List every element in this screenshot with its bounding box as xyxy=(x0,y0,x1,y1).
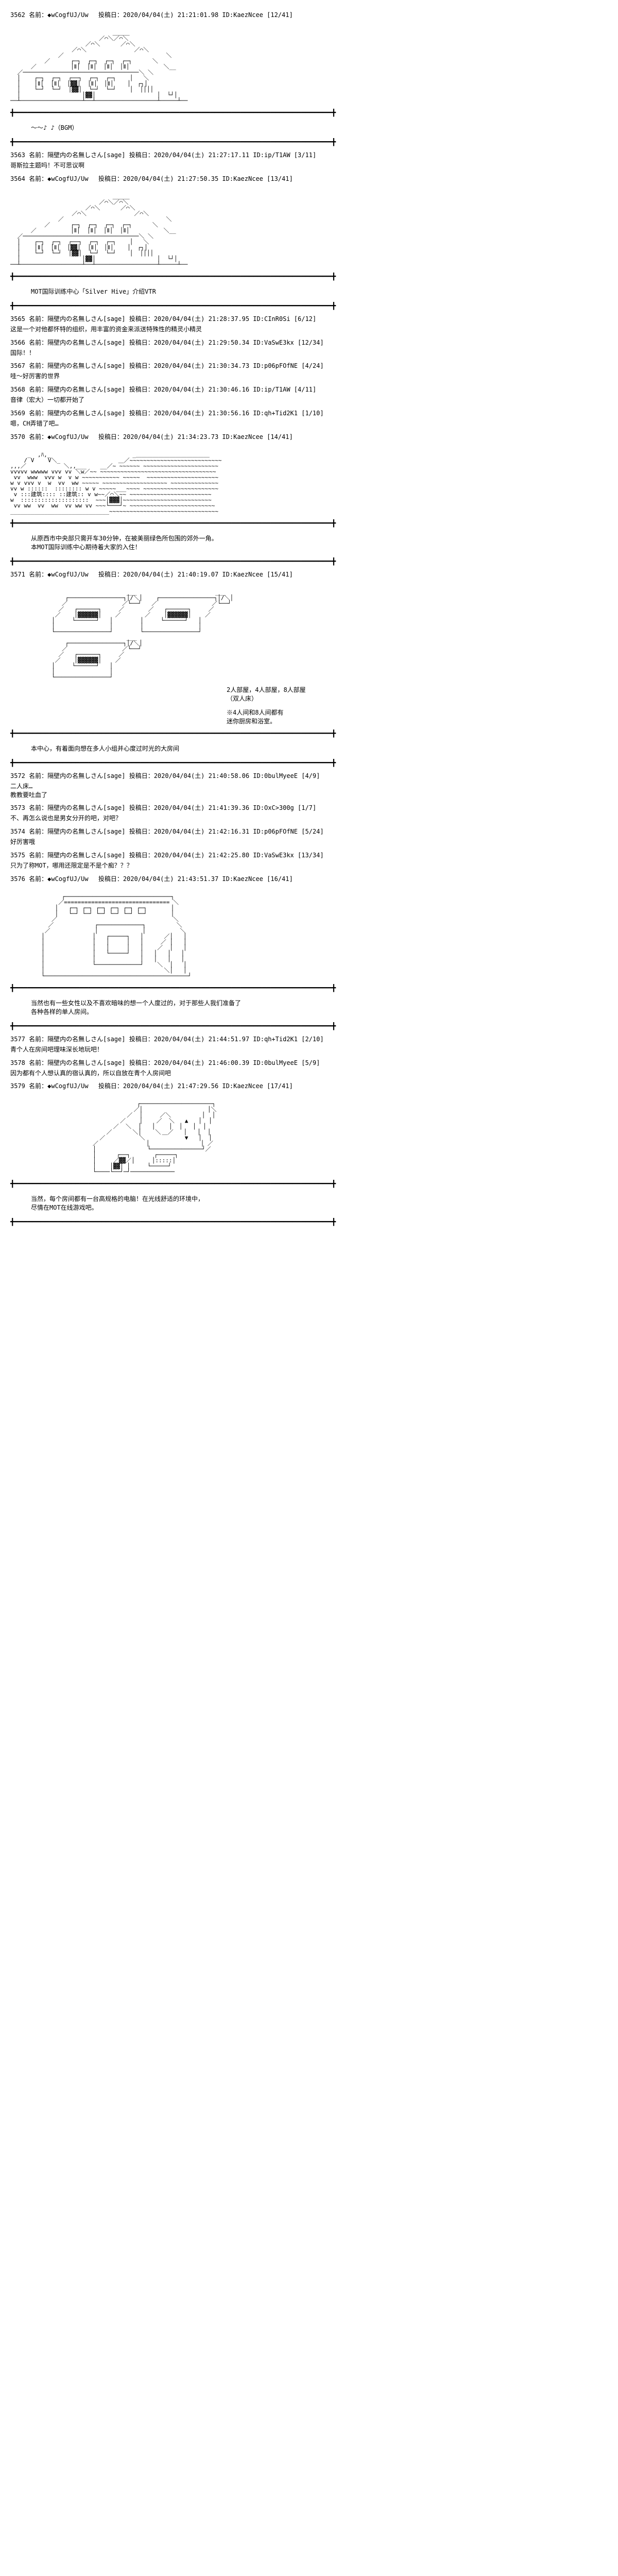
post-body: 哥斯拉主题吗！不可思议啊 xyxy=(10,161,608,170)
post-header: 3568 名前：隔壁内の名無しさん[sage] 投稿日：2020/04/04(土… xyxy=(10,385,608,394)
forum-post: 3577 名前：隔壁内の名無しさん[sage] 投稿日：2020/04/04(土… xyxy=(10,1035,608,1054)
post-header: 3571 名前：◆wCogfUJ/Uw 投稿日：2020/04/04(土) 21… xyxy=(10,570,608,579)
forum-post: 3563 名前：隔壁内の名無しさん[sage] 投稿日：2020/04/04(土… xyxy=(10,150,608,170)
post-header: 3565 名前：隔壁内の名無しさん[sage] 投稿日：2020/04/04(土… xyxy=(10,314,608,323)
post-header: 3578 名前：隔壁内の名無しさん[sage] 投稿日：2020/04/04(土… xyxy=(10,1058,608,1067)
post-header: 3566 名前：隔壁内の名無しさん[sage] 投稿日：2020/04/04(土… xyxy=(10,338,608,347)
post-header: 3570 名前：◆wCogfUJ/Uw 投稿日：2020/04/04(土) 21… xyxy=(10,432,608,441)
forum-post: 3575 名前：隔壁内の名無しさん[sage] 投稿日：2020/04/04(土… xyxy=(10,851,608,870)
post-header: 3579 名前：◆wCogfUJ/Uw 投稿日：2020/04/04(土) 21… xyxy=(10,1081,608,1090)
separator: ╋━━━━━━━━━━━━━━━━━━━━━━━━━━━━━━━━━━━━━━━… xyxy=(10,1022,608,1030)
forum-post: 3565 名前：隔壁内の名無しさん[sage] 投稿日：2020/04/04(土… xyxy=(10,314,608,334)
post-body: 好厉害哦 xyxy=(10,838,608,846)
forum-post: 3576 名前：◆wCogfUJ/Uw 投稿日：2020/04/04(土) 21… xyxy=(10,874,608,1030)
post-header: 3564 名前：◆wCogfUJ/Uw 投稿日：2020/04/04(土) 21… xyxy=(10,174,608,183)
forum-post: 3572 名前：隔壁内の名無しさん[sage] 投稿日：2020/04/04(土… xyxy=(10,771,608,800)
ascii-building-1: ＿＿＿ ／⌒＼／⌒＼ ／⌒＼ ／⌒＼ ／⌒＼ ／⌒＼ ／ ＼ ／ ┌─┐ ┌─┐… xyxy=(10,24,608,104)
post-header: 3563 名前：隔壁内の名無しさん[sage] 投稿日：2020/04/04(土… xyxy=(10,150,608,159)
forum-post: 3566 名前：隔壁内の名無しさん[sage] 投稿日：2020/04/04(土… xyxy=(10,338,608,358)
forum-post: 3562 名前：◆wCogfUJ/Uw 投稿日：2020/04/04(土) 21… xyxy=(10,10,608,146)
post-content: 当然，每个房间都有一台高规格的电脑！在光线舒适的环境中， 尽情在MOT在线游戏吧… xyxy=(31,1194,608,1212)
post-body: 只为了称MOT，哪用还限定是不是个痴？？？ xyxy=(10,861,608,870)
post-body: 青个人在房间吧理味深长地玩吧！ xyxy=(10,1045,608,1054)
separator: ╋━━━━━━━━━━━━━━━━━━━━━━━━━━━━━━━━━━━━━━━… xyxy=(10,984,608,992)
post-header: 3569 名前：隔壁内の名無しさん[sage] 投稿日：2020/04/04(土… xyxy=(10,409,608,417)
forum-post: 3578 名前：隔壁内の名無しさん[sage] 投稿日：2020/04/04(土… xyxy=(10,1058,608,1078)
ascii-singleroom: ┌───────────────────────────────┐ ／=====… xyxy=(41,888,608,979)
post-header: 3572 名前：隔壁内の名無しさん[sage] 投稿日：2020/04/04(土… xyxy=(10,771,608,780)
ascii-computer: ┌─────────────────────┐ ／│ │＼ ／ │ ／＼ │ │… xyxy=(93,1095,608,1175)
separator: ╋━━━━━━━━━━━━━━━━━━━━━━━━━━━━━━━━━━━━━━━… xyxy=(10,759,608,767)
post-header: 3574 名前：隔壁内の名無しさん[sage] 投稿日：2020/04/04(土… xyxy=(10,827,608,836)
post-body: 国际！！ xyxy=(10,349,608,358)
ascii-landscape: _ ,ﾊ,_ _＿＿＿＿＿＿＿＿＿＿＿＿＿ / V V＼_ ＿／~~~~~~~~… xyxy=(10,446,608,514)
post-content: 当然也有一些女性以及不喜欢暗味的想一个人度过的，对于那些人我们准备了 各种各样的… xyxy=(31,998,608,1016)
room-label-1: 2人部屋，4人部屋，8人部屋 （双人床） xyxy=(227,685,608,703)
forum-post: 3567 名前：隔壁内の名無しさん[sage] 投稿日：2020/04/04(土… xyxy=(10,361,608,381)
forum-post: 3564 名前：◆wCogfUJ/Uw 投稿日：2020/04/04(土) 21… xyxy=(10,174,608,310)
post-content: 从原西市中央部只需开车30分钟，在被美丽绿色所包围的郊外一角。 本MOT国际训练… xyxy=(31,534,608,551)
post-header: 3576 名前：◆wCogfUJ/Uw 投稿日：2020/04/04(土) 21… xyxy=(10,874,608,883)
separator: ╋━━━━━━━━━━━━━━━━━━━━━━━━━━━━━━━━━━━━━━━… xyxy=(10,730,608,738)
post-header: 3567 名前：隔壁内の名無しさん[sage] 投稿日：2020/04/04(土… xyxy=(10,361,608,370)
forum-post: 3568 名前：隔壁内の名無しさん[sage] 投稿日：2020/04/04(土… xyxy=(10,385,608,404)
separator: ╋━━━━━━━━━━━━━━━━━━━━━━━━━━━━━━━━━━━━━━━… xyxy=(10,1180,608,1188)
separator: ╋━━━━━━━━━━━━━━━━━━━━━━━━━━━━━━━━━━━━━━━… xyxy=(10,273,608,281)
separator: ╋━━━━━━━━━━━━━━━━━━━━━━━━━━━━━━━━━━━━━━━… xyxy=(10,302,608,310)
forum-post: 3573 名前：隔壁内の名無しさん[sage] 投稿日：2020/04/04(土… xyxy=(10,803,608,823)
forum-post: 3574 名前：隔壁内の名無しさん[sage] 投稿日：2020/04/04(土… xyxy=(10,827,608,846)
room-label-2: ※4人间和8人间都有 迷你厨房和浴室。 xyxy=(227,708,608,725)
post-body: 哇～好厉害的世界 xyxy=(10,372,608,381)
post-content: 本中心，有着面向想在多人小组并心度过时光的大房间 xyxy=(31,744,608,753)
ascii-building-2: ＿＿＿ ／⌒＼／⌒＼ ／⌒＼ ／⌒＼ ／⌒＼ ／⌒＼ ／ ＼ ／ ┌─┐ ┌─┐… xyxy=(10,188,608,267)
post-header: 3577 名前：隔壁内の名無しさん[sage] 投稿日：2020/04/04(土… xyxy=(10,1035,608,1043)
post-body: 这是一个对他都怀特的组织，用丰富的资金来派送特殊性的精灵小精灵 xyxy=(10,325,608,334)
post-header: 3562 名前：◆wCogfUJ/Uw 投稿日：2020/04/04(土) 21… xyxy=(10,10,608,19)
forum-post: 3569 名前：隔壁内の名無しさん[sage] 投稿日：2020/04/04(土… xyxy=(10,409,608,428)
separator: ╋━━━━━━━━━━━━━━━━━━━━━━━━━━━━━━━━━━━━━━━… xyxy=(10,138,608,146)
post-content: MOT国际训练中心「Silver Hive」介绍VTR xyxy=(31,287,608,296)
forum-post: 3579 名前：◆wCogfUJ/Uw 投稿日：2020/04/04(土) 21… xyxy=(10,1081,608,1226)
separator: ╋━━━━━━━━━━━━━━━━━━━━━━━━━━━━━━━━━━━━━━━… xyxy=(10,1218,608,1226)
forum-post: 3570 名前：◆wCogfUJ/Uw 投稿日：2020/04/04(土) 21… xyxy=(10,432,608,566)
post-body: 音律（宏大）一切都开始了 xyxy=(10,396,608,404)
separator: ╋━━━━━━━━━━━━━━━━━━━━━━━━━━━━━━━━━━━━━━━… xyxy=(10,109,608,117)
post-content: 〜〜♪ ♪（BGM） xyxy=(31,123,608,132)
forum-post: 3571 名前：◆wCogfUJ/Uw 投稿日：2020/04/04(土) 21… xyxy=(10,570,608,767)
post-body: 嗯，CH弄错了吧… xyxy=(10,419,608,428)
post-header: 3573 名前：隔壁内の名無しさん[sage] 投稿日：2020/04/04(土… xyxy=(10,803,608,812)
separator: ╋━━━━━━━━━━━━━━━━━━━━━━━━━━━━━━━━━━━━━━━… xyxy=(10,519,608,528)
post-body: 不、再怎么说也是男女分开的吧，对吧？ xyxy=(10,814,608,823)
post-body: 因为都有个人想认真的宿认真的，所以自放在青个人房间吧 xyxy=(10,1069,608,1078)
post-body: 二人床… 教教要吐血了 xyxy=(10,782,608,800)
separator: ╋━━━━━━━━━━━━━━━━━━━━━━━━━━━━━━━━━━━━━━━… xyxy=(10,557,608,566)
post-header: 3575 名前：隔壁内の名無しさん[sage] 投稿日：2020/04/04(土… xyxy=(10,851,608,859)
ascii-rooms: ___ ___ ┌────────────────┐│/＼│ ┌────────… xyxy=(52,584,608,680)
